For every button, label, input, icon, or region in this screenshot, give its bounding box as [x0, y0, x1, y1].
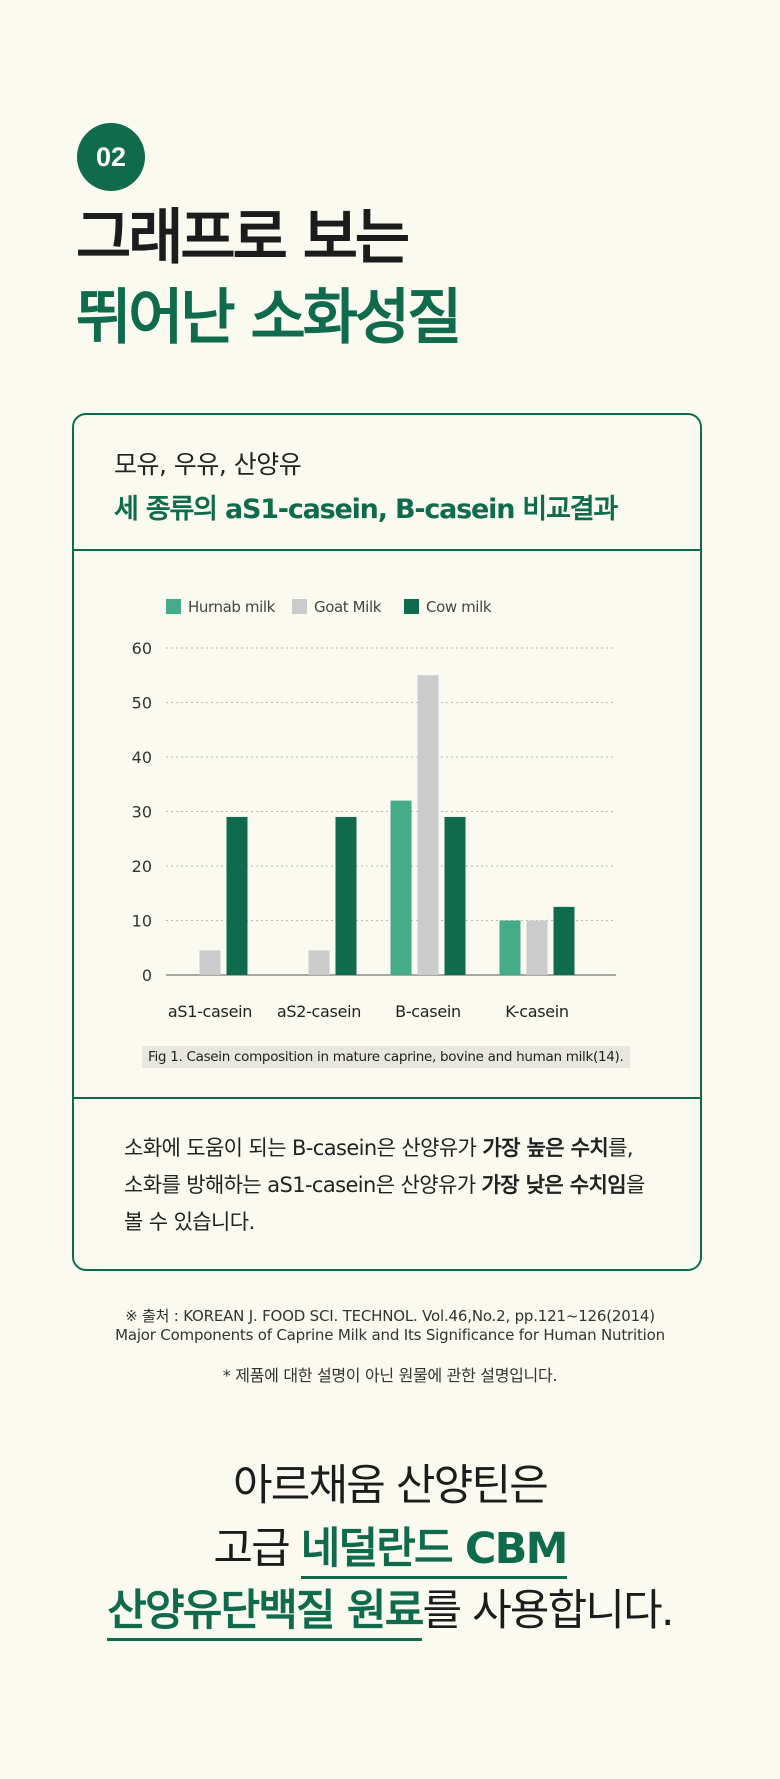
- x-tick-label: aS1-casein: [168, 1002, 252, 1021]
- section-number-badge: 02: [77, 123, 145, 191]
- closing-text: 고급: [213, 1524, 301, 1574]
- legend-label: Hurnab milk: [188, 598, 276, 616]
- bar: [417, 675, 439, 975]
- closing-line-2: 고급 네덜란드 CBM: [0, 1524, 780, 1579]
- card-subtitle: 모유, 우유, 산양유: [114, 450, 302, 479]
- x-tick-label: K-casein: [505, 1002, 569, 1021]
- figure-caption: Fig 1. Casein composition in mature capr…: [142, 1046, 630, 1068]
- description-emphasis: 가장 낮은 수치임: [481, 1173, 627, 1197]
- card-title: 세 종류의 aS1-casein, B-casein 비교결과: [114, 494, 618, 525]
- page-title-line2: 뛰어난 소화성질: [76, 283, 462, 353]
- closing-line-3: 산양유단백질 원료를 사용합니다.: [0, 1586, 780, 1641]
- closing-highlight: 산양유단백질 원료: [107, 1586, 424, 1641]
- y-tick-label: 40: [132, 748, 152, 767]
- card-header: 모유, 우유, 산양유 세 종류의 aS1-casein, B-casein 비…: [74, 415, 700, 551]
- description-line-1: 소화에 도움이 되는 B-casein은 산양유가 가장 높은 수치를,: [124, 1130, 645, 1167]
- x-tick-label: B-casein: [395, 1002, 461, 1021]
- bar: [526, 920, 548, 975]
- bar: [553, 906, 575, 975]
- description-line-2: 소화를 방해하는 aS1-casein은 산양유가 가장 낮은 수치임을: [124, 1167, 645, 1204]
- description-text: 소화를 방해하는 aS1-casein은 산양유가: [124, 1173, 482, 1197]
- page-title-line1: 그래프로 보는: [76, 203, 410, 273]
- bar: [308, 950, 330, 975]
- chart-area: Hurnab milk Goat Milk Cow milk 0 10 20 30 40 50 6…: [74, 551, 700, 1099]
- source-citation-line1: ※ 출처 : KOREAN J. FOOD SCI. TECHNOL. Vol.…: [125, 1307, 655, 1325]
- description-text: 를,: [608, 1136, 633, 1160]
- y-tick-label: 10: [132, 912, 152, 931]
- description-text: 을: [625, 1173, 645, 1197]
- bar: [390, 800, 412, 975]
- y-tick-label: 50: [132, 694, 152, 713]
- legend-label: Cow milk: [426, 598, 492, 616]
- bar: [499, 920, 521, 975]
- legend-swatch: [292, 599, 307, 614]
- description-line-3: 볼 수 있습니다.: [124, 1210, 255, 1234]
- legend-swatch: [404, 599, 419, 614]
- disclaimer-note: * 제품에 대한 설명이 아닌 원물에 관한 설명입니다.: [222, 1366, 558, 1385]
- section-number: 02: [95, 141, 127, 172]
- bar: [335, 816, 357, 975]
- legend-label: Goat Milk: [314, 598, 382, 616]
- bar: [444, 816, 466, 975]
- bar: [199, 950, 221, 975]
- bar: [226, 816, 248, 975]
- y-tick-label: 30: [132, 803, 152, 822]
- comparison-card: 모유, 우유, 산양유 세 종류의 aS1-casein, B-casein 비…: [72, 413, 702, 1271]
- y-tick-label: 60: [132, 639, 152, 658]
- description-emphasis: 가장 높은 수치: [482, 1136, 609, 1160]
- closing-highlight: 네덜란드 CBM: [300, 1524, 568, 1579]
- source-citation-line2: Major Components of Caprine Milk and Its…: [115, 1326, 665, 1344]
- legend-swatch: [166, 599, 181, 614]
- y-tick-label: 0: [142, 966, 152, 985]
- closing-text: 를 사용합니다.: [422, 1586, 674, 1636]
- card-description: 소화에 도움이 되는 B-casein은 산양유가 가장 높은 수치를, 소화를…: [124, 1130, 645, 1241]
- closing-line-1: 아르채움 산양틴은: [233, 1461, 549, 1511]
- casein-bar-chart: Hurnab milk Goat Milk Cow milk 0 10 20 30 40 50 6…: [132, 598, 616, 1021]
- y-tick-label: 20: [132, 857, 152, 876]
- x-tick-label: aS2-casein: [277, 1002, 361, 1021]
- description-text: 소화에 도움이 되는 B-casein은 산양유가: [124, 1136, 483, 1160]
